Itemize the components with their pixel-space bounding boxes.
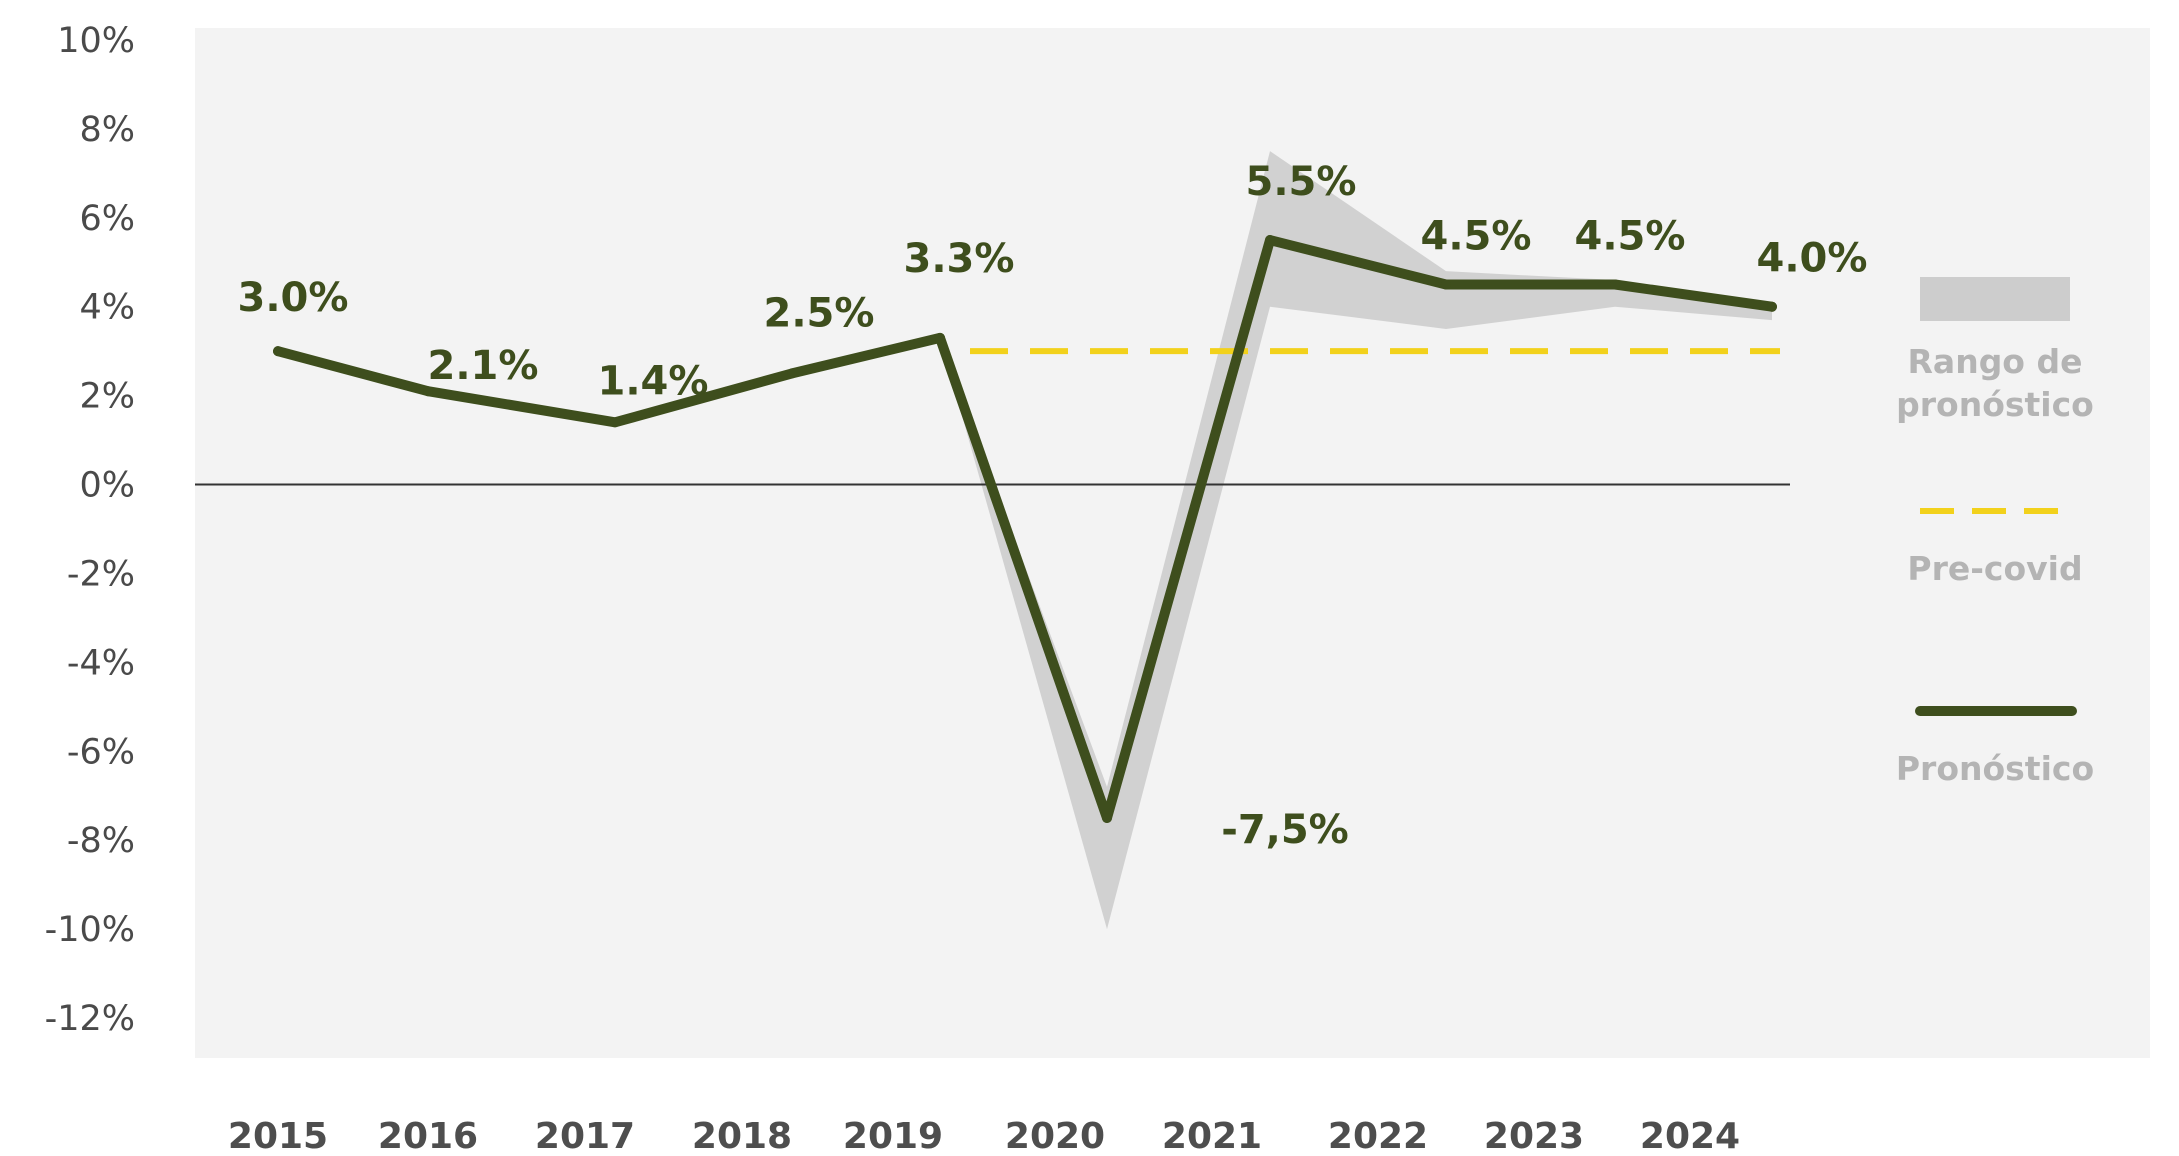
data-labels: 3.0% 2.1% 1.4% 2.5% 3.3% -7,5% 5.5% 4.5% 4.5% 4.0… bbox=[238, 159, 1868, 853]
data-label: 2.1% bbox=[428, 343, 539, 389]
data-point-2021 bbox=[1265, 235, 1275, 246]
data-point-2023 bbox=[1610, 279, 1620, 290]
legend-label: Rango de bbox=[1908, 342, 2083, 381]
forecast-line bbox=[273, 235, 1777, 823]
y-tick-label: -2% bbox=[67, 554, 135, 594]
legend-label: Pre-covid bbox=[1907, 549, 2082, 588]
data-label: 3.0% bbox=[238, 275, 349, 321]
legend-label: Pronóstico bbox=[1896, 749, 2094, 788]
data-label: 3.3% bbox=[904, 236, 1015, 282]
y-tick-label: -8% bbox=[67, 821, 135, 861]
data-label: 2.5% bbox=[764, 290, 875, 336]
data-point-2019 bbox=[935, 332, 945, 343]
y-tick-label: 2% bbox=[79, 377, 135, 417]
x-tick-label: 2016 bbox=[378, 1116, 478, 1156]
x-tick-label: 2021 bbox=[1162, 1116, 1262, 1156]
x-tick-label: 2024 bbox=[1640, 1116, 1740, 1156]
data-label: 1.4% bbox=[598, 358, 709, 404]
y-tick-label: -6% bbox=[67, 732, 135, 772]
x-axis-ticks: 2015 2016 2017 2018 2019 2020 2021 2022 2023 2024 bbox=[228, 1116, 1740, 1156]
data-point-2015 bbox=[273, 346, 283, 357]
data-point-2020 bbox=[1102, 812, 1112, 823]
data-point-2016 bbox=[423, 386, 433, 397]
data-label: -7,5% bbox=[1221, 807, 1349, 853]
y-tick-label: 6% bbox=[79, 199, 135, 239]
legend-label: pronóstico bbox=[1896, 385, 2094, 424]
x-tick-label: 2023 bbox=[1484, 1116, 1584, 1156]
forecast-range-band bbox=[940, 151, 1772, 930]
data-label: 5.5% bbox=[1246, 159, 1357, 205]
x-tick-label: 2022 bbox=[1328, 1116, 1428, 1156]
x-tick-label: 2015 bbox=[228, 1116, 328, 1156]
x-tick-label: 2020 bbox=[1005, 1116, 1105, 1156]
y-tick-label: 8% bbox=[79, 110, 135, 150]
y-tick-label: -12% bbox=[45, 999, 135, 1039]
x-tick-label: 2018 bbox=[692, 1116, 792, 1156]
data-point-2022 bbox=[1441, 279, 1451, 290]
y-tick-label: 10% bbox=[57, 21, 135, 61]
data-label: 4.5% bbox=[1575, 214, 1686, 260]
y-tick-label: -4% bbox=[67, 643, 135, 683]
data-point-2018 bbox=[787, 368, 797, 379]
legend: Rango de pronóstico Pre-covid Pronóstico bbox=[1896, 277, 2094, 788]
y-axis-ticks: 10% 8% 6% 4% 2% 0% -2% -4% -6% -8% -10% -12% bbox=[45, 21, 135, 1039]
y-tick-label: 4% bbox=[79, 288, 135, 328]
forecast-range-band-layer bbox=[940, 151, 1772, 930]
data-point-2024 bbox=[1767, 301, 1777, 312]
x-tick-label: 2017 bbox=[535, 1116, 635, 1156]
y-tick-label: 0% bbox=[79, 466, 135, 506]
data-label: 4.5% bbox=[1421, 214, 1532, 260]
data-label: 4.0% bbox=[1757, 236, 1868, 282]
legend-band-swatch bbox=[1920, 277, 2070, 321]
data-point-2017 bbox=[610, 417, 620, 428]
y-tick-label: -10% bbox=[45, 910, 135, 950]
forecast-line-layer bbox=[273, 235, 1777, 823]
x-tick-label: 2019 bbox=[843, 1116, 943, 1156]
